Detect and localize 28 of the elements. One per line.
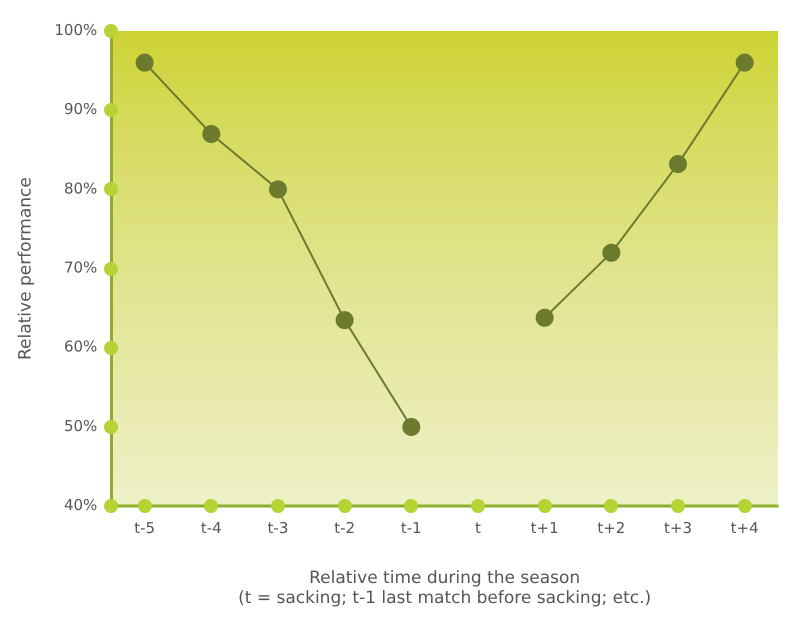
- x-tick-label: t-4: [200, 519, 222, 538]
- x-tick-label: t-2: [334, 519, 356, 538]
- x-tick-label: t-1: [400, 519, 422, 538]
- point: [736, 54, 754, 72]
- x-tick-label: t+3: [664, 519, 692, 538]
- point: [536, 308, 554, 327]
- y-tick-label: 80%: [64, 179, 98, 198]
- point: [336, 311, 354, 330]
- y-tick-label: 90%: [64, 100, 98, 118]
- x-tick-label: t+2: [597, 519, 626, 538]
- point: [602, 244, 620, 262]
- y-tick-label: 50%: [64, 416, 98, 435]
- y-tick-label: 70%: [64, 258, 98, 276]
- x-axis-title: Relative time during the season (t = sacking; t-1 last match before sacking; etc.): [238, 568, 652, 608]
- y-tick-label: 60%: [64, 338, 98, 356]
- x-tick-label: t+1: [530, 519, 559, 538]
- point: [268, 180, 287, 198]
- point: [202, 124, 220, 143]
- point: [136, 54, 154, 72]
- y-axis-title: Relative performance: [16, 177, 36, 360]
- point: [402, 418, 420, 436]
- x-tick-label: t-3: [268, 519, 288, 538]
- y-tick-label: 100%: [54, 20, 98, 39]
- x-tick-label: t-5: [134, 519, 156, 538]
- y-tick-label: 40%: [64, 496, 98, 514]
- x-tick-label: t+4: [730, 519, 759, 538]
- x-tick-label: t: [475, 519, 482, 538]
- point: [668, 155, 687, 174]
